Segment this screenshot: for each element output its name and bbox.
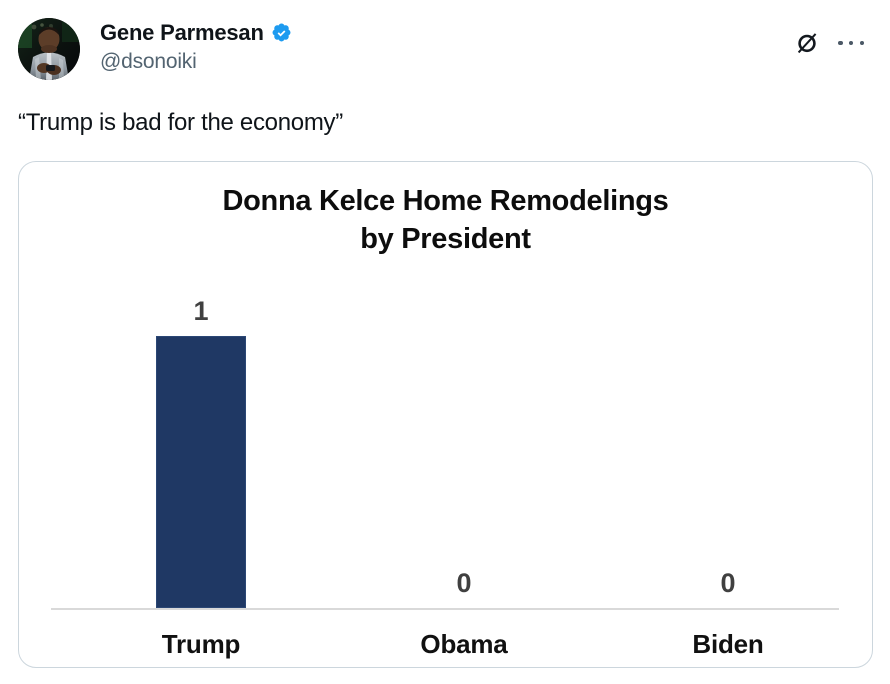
more-options-icon[interactable] <box>838 32 864 54</box>
category-label-biden: Biden <box>692 629 764 659</box>
chart-title: Donna Kelce Home Remodelings by Presiden… <box>19 182 872 258</box>
header-actions <box>794 18 872 56</box>
bar-series: 1 Trump 0 Obama 0 Biden <box>19 162 872 667</box>
chart-title-line-2: by President <box>360 223 531 255</box>
chart-title-line-1: Donna Kelce Home Remodelings <box>222 185 669 217</box>
media-card[interactable]: Donna Kelce Home Remodelings by Presiden… <box>18 161 873 668</box>
display-name[interactable]: Gene Parmesan <box>100 19 264 45</box>
bar-value-label: 0 <box>456 568 472 598</box>
bar-slot-obama: 0 Obama <box>374 208 554 659</box>
more-dot <box>838 40 843 46</box>
chart-plot-area: 1 Trump 0 Obama 0 Biden <box>19 162 872 667</box>
x-axis-line <box>51 608 839 610</box>
verified-badge-icon <box>271 22 292 43</box>
tweet-header: Gene Parmesan @dsonoiki <box>0 0 890 100</box>
bar-slot-trump: 1 Trump <box>111 208 291 659</box>
category-label-obama: Obama <box>420 629 508 659</box>
bar-slot-biden: 0 Biden <box>638 208 818 659</box>
tweet-text: “Trump is bad for the economy” <box>18 109 343 136</box>
more-dot <box>859 40 864 46</box>
more-dot <box>848 40 854 46</box>
bar-value-label: 1 <box>193 296 209 326</box>
bar-chart: Donna Kelce Home Remodelings by Presiden… <box>19 162 872 667</box>
name-row: Gene Parmesan <box>100 19 292 46</box>
avatar[interactable] <box>18 18 80 80</box>
handle[interactable]: @dsonoiki <box>100 50 197 73</box>
bar-value-label: 0 <box>720 568 736 598</box>
grok-icon[interactable] <box>794 30 820 56</box>
category-label-trump: Trump <box>161 629 241 659</box>
tweet-identity: Gene Parmesan @dsonoiki <box>100 18 292 75</box>
bar-trump <box>156 336 246 608</box>
